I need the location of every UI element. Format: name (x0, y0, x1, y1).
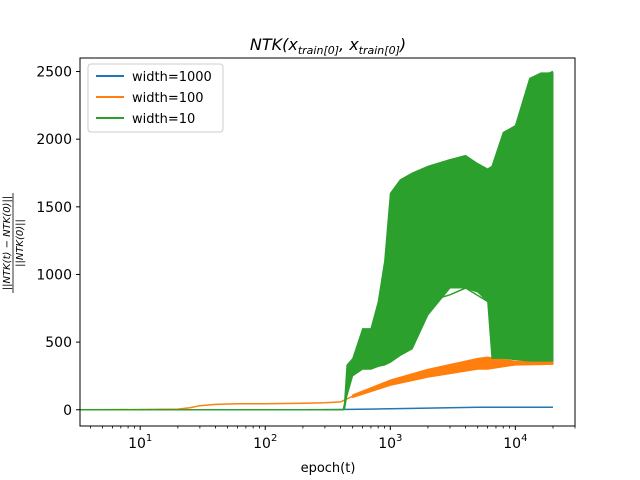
y-tick-label: 0 (63, 403, 72, 419)
legend-item: width=100 (96, 91, 204, 106)
x-tick-label: 103 (378, 433, 402, 452)
legend: width=1000 width=100 width=10 (87, 63, 224, 133)
series-width=10 (80, 70, 554, 411)
x-tick-label: 102 (253, 433, 277, 452)
y-tick-label: 2000 (36, 132, 72, 148)
legend-label: width=10 (132, 112, 195, 127)
legend-item: width=1000 (96, 70, 212, 85)
legend-item: width=10 (96, 112, 195, 127)
x-axis-label: epoch(t) (301, 461, 356, 476)
x-tick-label: 101 (128, 433, 152, 452)
legend-label: width=1000 (132, 70, 212, 85)
chart-title: NTK(xtrain[0], xtrain[0]) (250, 35, 406, 57)
series-band (344, 72, 554, 410)
y-tick-label: 1500 (36, 200, 72, 216)
y-tick-label: 500 (45, 335, 72, 351)
x-tick-label: 104 (503, 433, 527, 452)
series-line (80, 361, 554, 411)
series-line (80, 70, 554, 411)
legend-label: width=100 (132, 91, 204, 106)
plot-frame (79, 57, 576, 427)
svg-text:||NTK(t) − NTK(0)||: ||NTK(t) − NTK(0)|| (2, 196, 13, 290)
y-tick-label: 1000 (36, 267, 72, 283)
series-width=100 (80, 356, 554, 411)
svg-text:||NTK(0)||: ||NTK(0)|| (15, 219, 26, 267)
y-tick-label: 2500 (36, 65, 72, 81)
y-axis-label: ||NTK(t) − NTK(0)|| ||NTK(0)|| (2, 193, 26, 293)
series-band (352, 356, 554, 399)
